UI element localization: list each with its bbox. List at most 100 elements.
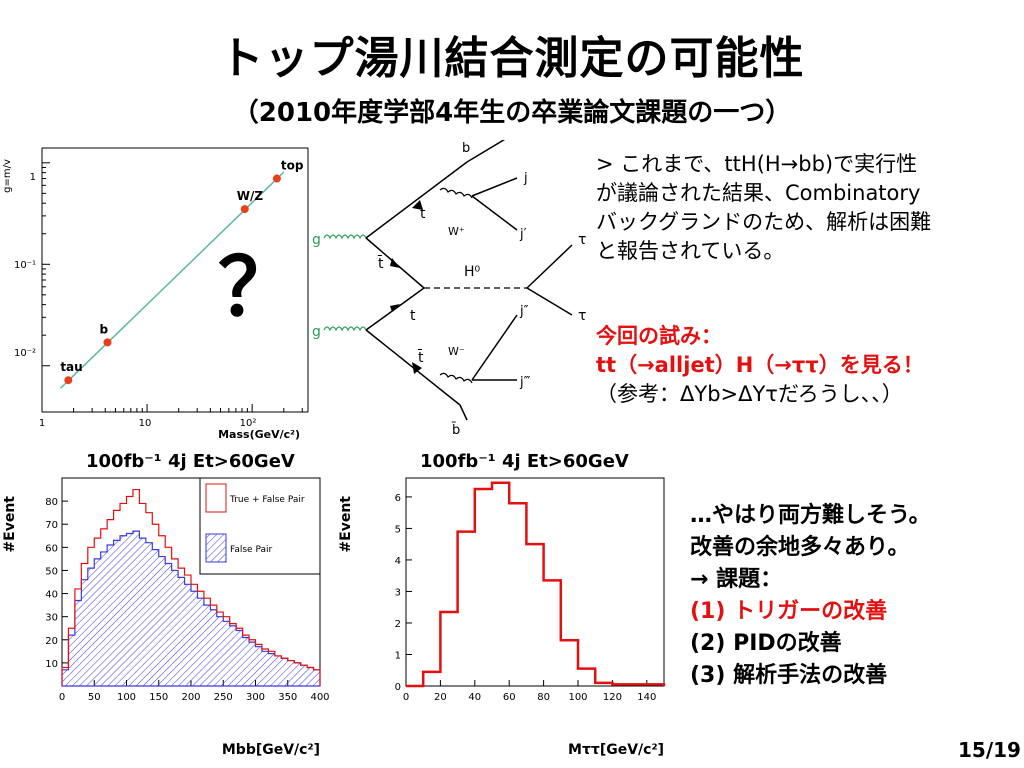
task-item: (1) トリガーの改善: [690, 599, 888, 624]
diagram-label: b: [462, 141, 470, 156]
y-tick-label: 50: [45, 566, 58, 577]
data-point: [272, 174, 281, 183]
point-label: tau: [60, 360, 82, 374]
histogram-header-left: 100fb⁻¹ 4j Et>60GeV: [86, 451, 295, 472]
x-tick-label: 100: [117, 692, 136, 703]
x-tick-label: 150: [149, 692, 168, 703]
x-tick-label: 140: [637, 692, 656, 703]
intro-line: バックグランドのため、解析は困難: [596, 210, 932, 234]
y-tick-label: 1: [30, 172, 36, 183]
x-tick-label: 350: [278, 692, 297, 703]
intro-line: > これまで、ttH(H→bb)で実行性: [596, 152, 918, 176]
diagram-label: τ: [578, 232, 586, 248]
question-mark: ？: [218, 241, 298, 334]
y-axis-label: g=m/v: [2, 159, 13, 193]
data-point: [103, 338, 112, 347]
attempt-line: tt（→alljet）H（→ττ）を見る！: [596, 353, 924, 377]
attempt-note: （参考：ΔYb>ΔYτだろうし、、）: [596, 382, 903, 406]
gluon-line-bottom: [323, 326, 367, 332]
y-tick-label: 3: [395, 587, 401, 598]
histogram-header-right: 100fb⁻¹ 4j Et>60GeV: [420, 451, 629, 472]
y-tick-label: 6: [395, 493, 401, 504]
y-tick-label: 80: [45, 497, 58, 508]
true-false-pair-series: [61, 488, 321, 686]
task-item: (3) 解析手法の改善: [690, 663, 888, 688]
legend: True + False Pair False Pair: [199, 477, 321, 575]
gluon-line-top: [323, 234, 367, 240]
x-tick-label: 20: [434, 692, 447, 703]
task-item: (2) PIDの改善: [690, 631, 842, 656]
diagram-label: b̄: [451, 423, 460, 438]
diagram-label: t̄: [377, 254, 384, 272]
x-tick-label: 0: [59, 692, 65, 703]
x-tick-label: 300: [246, 692, 265, 703]
y-tick-label: 0: [395, 682, 401, 693]
data-point: [240, 205, 249, 214]
feynman-diagram: g g b j j′ t t̄ H⁰ W⁺ W⁻ t t̄ j″ j‴ b̄ τ…: [312, 140, 586, 438]
y-tick-label: 70: [45, 520, 58, 531]
legend-entry: True + False Pair: [229, 495, 305, 505]
diagram-label: j′: [519, 227, 527, 242]
diagram-label: t: [410, 308, 416, 324]
x-tick-label: 80: [537, 692, 550, 703]
conclusion-line: …やはり両方難しそう。: [690, 503, 931, 528]
conclusion-line: → 課題：: [690, 567, 783, 592]
y-tick-label: 20: [45, 636, 58, 647]
y-tick-label: 4: [395, 556, 401, 567]
intro-line: が議論された結果、Combinatory: [596, 181, 921, 205]
y-tick-label: 2: [395, 619, 401, 630]
slide-subtitle: （2010年度学部4年生の卒業論文課題の一つ）: [232, 98, 792, 128]
attempt-heading: 今回の試み：: [596, 324, 722, 348]
y-axis-label: #Event: [338, 496, 354, 553]
x-tick-label: 1: [39, 418, 45, 429]
x-axis-label: Mbb[GeV/c²]: [222, 742, 320, 758]
diagram-label: j: [523, 171, 528, 186]
diagram-label: t̄: [417, 348, 424, 366]
point-label: top: [281, 159, 304, 173]
x-axis-label: Mass(GeV/c²): [218, 428, 300, 441]
diagram-label: j″: [519, 304, 529, 319]
x-axis-label: Mττ[GeV/c²]: [568, 742, 664, 758]
diagram-label: W⁺: [448, 225, 465, 238]
intro-line: と報告されている。: [596, 239, 785, 263]
diagram-label: W⁻: [448, 345, 465, 358]
gluon-label: g: [312, 324, 321, 340]
mtautau-series: [406, 481, 666, 688]
x-tick-label: 400: [310, 692, 329, 703]
x-tick-label: 100: [568, 692, 587, 703]
slide-title: トップ湯川結合測定の可能性: [219, 33, 805, 84]
y-tick-label: 10: [45, 659, 58, 670]
attempt-block: 今回の試み： tt（→alljet）H（→ττ）を見る！ （参考：ΔYb>ΔYτ…: [596, 322, 924, 409]
x-tick-label: 50: [88, 692, 101, 703]
x-tick-label: 10: [139, 418, 152, 429]
intro-text: > これまで、ttH(H→bb)で実行性 が議論された結果、Combinator…: [596, 150, 931, 266]
y-tick-label: 60: [45, 543, 58, 554]
x-tick-label: 0: [403, 692, 409, 703]
x-tick-label: 10²: [240, 418, 257, 429]
point-label: W/Z: [237, 189, 264, 203]
point-label: b: [99, 322, 108, 336]
conclusion-line: 改善の余地多々あり。: [690, 535, 910, 560]
x-tick-label: 40: [468, 692, 481, 703]
y-axis-label: #Event: [2, 496, 18, 553]
y-tick-label: 40: [45, 590, 58, 601]
y-tick-label: 1: [395, 650, 401, 661]
y-tick-label: 10⁻¹: [14, 260, 36, 271]
page-number: 15/19: [958, 738, 1021, 762]
y-tick-label: 30: [45, 613, 58, 624]
yukawa-coupling-plot: tau b W/Z top g=m/v Mass(GeV/c²) 1 10 10² 1…: [2, 147, 309, 441]
mbb-histogram: True + False Pair False Pair #Event Mbb[…: [2, 477, 330, 758]
mtautau-histogram: #Event Mττ[GeV/c²] 0 20 40 60 80 100 120 140 0 1 2…: [338, 477, 666, 758]
y-tick-label: 5: [395, 524, 401, 535]
y-tick-label: 10⁻²: [14, 348, 36, 359]
x-tick-label: 120: [603, 692, 622, 703]
gluon-label: g: [312, 232, 321, 248]
x-tick-label: 60: [503, 692, 516, 703]
data-point: [64, 376, 73, 385]
diagram-label: H⁰: [464, 264, 481, 280]
x-tick-label: 250: [214, 692, 233, 703]
diagram-label: τ: [578, 308, 586, 324]
diagram-label: t: [420, 206, 426, 222]
conclusion-block: …やはり両方難しそう。 改善の余地多々あり。 → 課題： (1) トリガーの改善…: [690, 500, 931, 692]
legend-entry: False Pair: [230, 545, 272, 555]
